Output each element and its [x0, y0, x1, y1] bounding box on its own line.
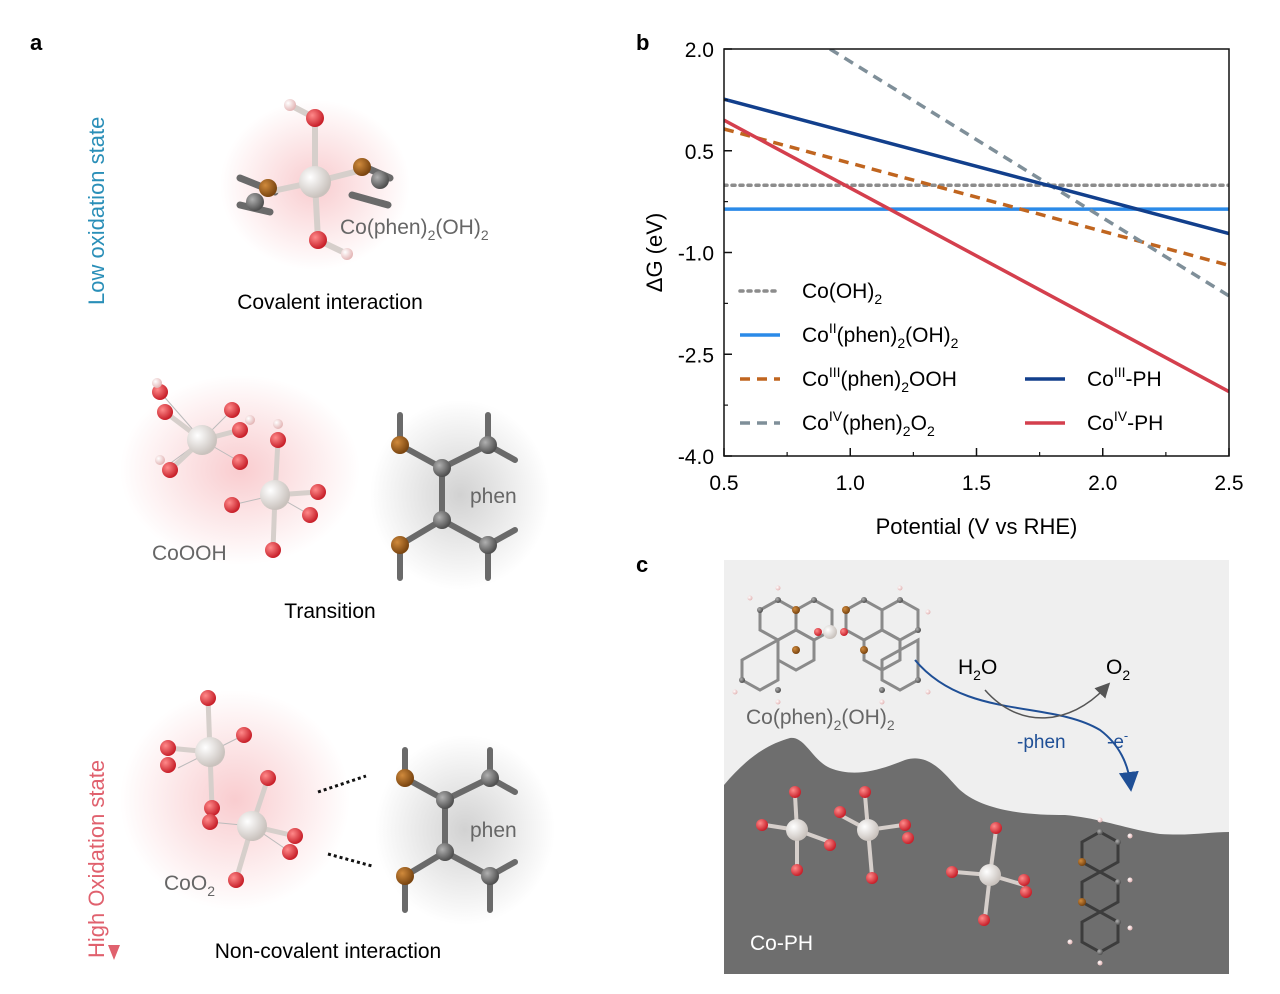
panel-a: a Low oxidation state High Oxidation sta… [30, 30, 555, 963]
coo2-label: CoO2 [164, 872, 215, 899]
legend-label-1: CoII(phen)2(OH)2 [802, 320, 959, 351]
dissociation-arrow [914, 659, 1139, 792]
legend-label-0: Co(OH)2 [802, 280, 882, 307]
phen-loss-label: -phen [1017, 732, 1066, 753]
y-tick-label-0: 2.0 [685, 39, 714, 62]
y-tick-label-2: -1.0 [678, 243, 714, 266]
legend-label-4: CoIII-PH [1087, 364, 1162, 391]
legend-label-3: CoIV(phen)2O2 [802, 408, 935, 439]
structure-cooh: CoOOH [120, 375, 360, 565]
y-tick-label-4: -4.0 [678, 446, 714, 469]
plot-frame [723, 48, 1230, 457]
cooh-label: CoOOH [152, 542, 227, 565]
phen-label-1: phen [470, 485, 517, 508]
substrate-co-clusters [756, 786, 1032, 926]
oxygen-label: O2 [1106, 656, 1130, 683]
energy-chart: 0.5 1.0 1.5 2.0 2.5 2.0 0.5 -1.0 -2.5 -4.0 Potenti… [642, 39, 1244, 539]
panel-c: c [636, 552, 1229, 974]
noncovalent-dots [317, 774, 373, 868]
phen-fragment-1: phen [370, 400, 550, 590]
y-tick-label-3: -2.5 [678, 344, 714, 367]
low-oxidation-label: Low oxidation state [84, 117, 109, 305]
x-tick-label-2: 1.5 [962, 472, 991, 495]
noncovalent-caption: Non-covalent interaction [215, 940, 441, 963]
x-tick-label-3: 2.0 [1088, 472, 1117, 495]
co-phen-atoms [732, 585, 931, 705]
panel-c-label: c [636, 552, 648, 577]
water-label: H2O [958, 656, 997, 683]
legend-label-2: CoIII(phen)2OOH [802, 364, 957, 395]
panel-b: b 0.5 1.0 1.5 2.0 2.5 2.0 0.5 -1.0 -2.5 -4.0 Poten… [636, 30, 1244, 539]
y-axis-label: ΔG (eV) [642, 213, 667, 292]
co-ph-label: Co-PH [750, 932, 813, 955]
series-line-2 [724, 127, 1229, 268]
phen-label-2: phen [470, 819, 517, 842]
series-line-4 [724, 97, 1229, 236]
series-line-5 [724, 118, 1229, 394]
oxidation-axis-arrowhead [108, 945, 120, 960]
x-tick-label-4: 2.5 [1214, 472, 1243, 495]
legend-label-5: CoIV-PH [1087, 408, 1163, 435]
x-tick-label-0: 0.5 [709, 472, 738, 495]
high-oxidation-label: High Oxidation state [84, 760, 109, 958]
structure-co-phen-oh: Co(phen)2(OH)2 [220, 99, 489, 270]
panel-b-label: b [636, 30, 649, 55]
series-group [724, 49, 1229, 394]
transition-caption: Transition [284, 600, 375, 623]
covalent-structure-label: Co(phen)2(OH)2 [340, 216, 489, 243]
panel-a-label: a [30, 30, 43, 55]
structure-coo2: CoO2 [120, 690, 350, 910]
covalent-caption: Covalent interaction [237, 291, 423, 314]
electron-loss-label: -e- [1107, 728, 1128, 753]
phen-fragment-2: phen [375, 735, 555, 925]
substrate-phen-atoms [1067, 817, 1133, 966]
molecule-label: Co(phen)2(OH)2 [746, 706, 895, 733]
series-line-3 [829, 49, 1229, 298]
oxidation-arrow [984, 682, 1111, 719]
x-axis-label: Potential (V vs RHE) [876, 514, 1078, 539]
y-tick-label-1: 0.5 [685, 141, 714, 164]
x-tick-label-1: 1.0 [836, 472, 865, 495]
